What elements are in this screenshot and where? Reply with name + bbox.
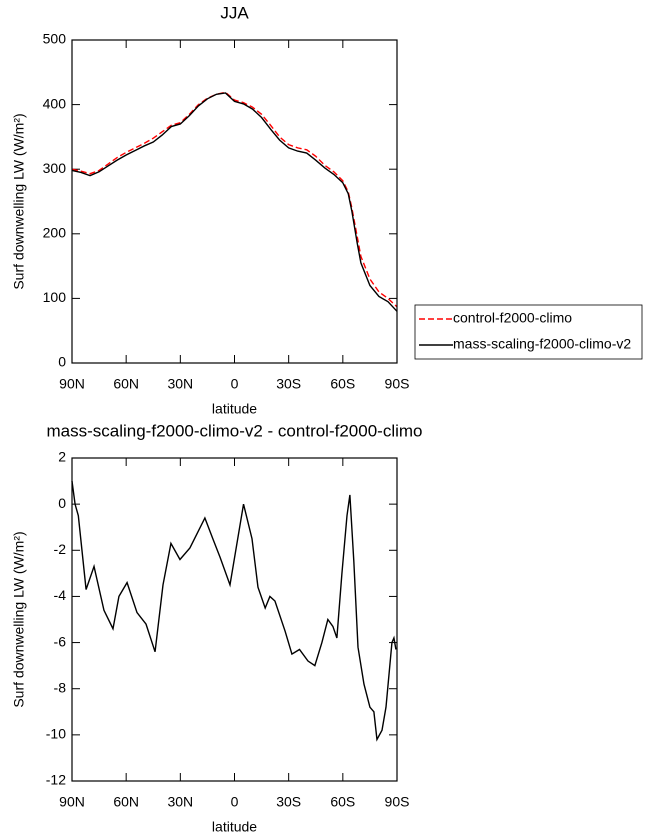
- plot-frame: [71, 39, 398, 364]
- y-tick-label: 300: [43, 160, 67, 176]
- x-axis-label: latitude: [212, 401, 257, 417]
- data-line: [71, 480, 397, 742]
- x-tick-label: 60N: [113, 376, 139, 392]
- y-tick-label: 2: [58, 449, 66, 465]
- y-tick-label: -10: [46, 726, 66, 742]
- y-tick-label: -2: [54, 541, 67, 557]
- y-tick-label: -8: [54, 679, 67, 695]
- chart-title: mass-scaling-f2000-climo-v2 - control-f2…: [46, 421, 422, 440]
- x-tick-label: 90S: [385, 376, 410, 392]
- plot-frame: [71, 457, 398, 782]
- x-tick-label: 0: [231, 794, 239, 810]
- data-line: [71, 91, 398, 308]
- y-tick-label: -4: [54, 587, 67, 603]
- x-tick-label: 0: [231, 376, 239, 392]
- y-tick-label: 100: [43, 289, 67, 305]
- y-tick-label: 200: [43, 225, 67, 241]
- x-axis-label: latitude: [212, 819, 257, 835]
- y-tick-label: 0: [58, 354, 66, 370]
- legend-label: control-f2000-climo: [453, 310, 572, 326]
- x-tick-label: 60S: [330, 794, 355, 810]
- x-tick-label: 60N: [113, 794, 139, 810]
- y-tick-label: -6: [54, 633, 67, 649]
- legend-box: [414, 304, 643, 360]
- legend-label: mass-scaling-f2000-climo-v2: [453, 336, 631, 352]
- y-axis-label: Surf downwelling LW (W/m²): [11, 113, 27, 289]
- x-tick-label: 30N: [167, 794, 193, 810]
- y-tick-label: 500: [43, 31, 67, 47]
- x-tick-label: 90S: [385, 794, 410, 810]
- x-tick-label: 90N: [59, 794, 85, 810]
- x-tick-label: 90N: [59, 376, 85, 392]
- x-tick-label: 30N: [167, 376, 193, 392]
- data-line: [71, 92, 398, 312]
- x-tick-label: 30S: [276, 376, 301, 392]
- y-axis-label: Surf downwelling LW (W/m²): [11, 531, 27, 707]
- y-tick-label: 0: [58, 495, 66, 511]
- x-tick-label: 30S: [276, 794, 301, 810]
- chart-title: JJA: [220, 3, 249, 22]
- y-tick-label: -12: [46, 772, 66, 788]
- y-tick-label: 400: [43, 95, 67, 111]
- x-tick-label: 60S: [330, 376, 355, 392]
